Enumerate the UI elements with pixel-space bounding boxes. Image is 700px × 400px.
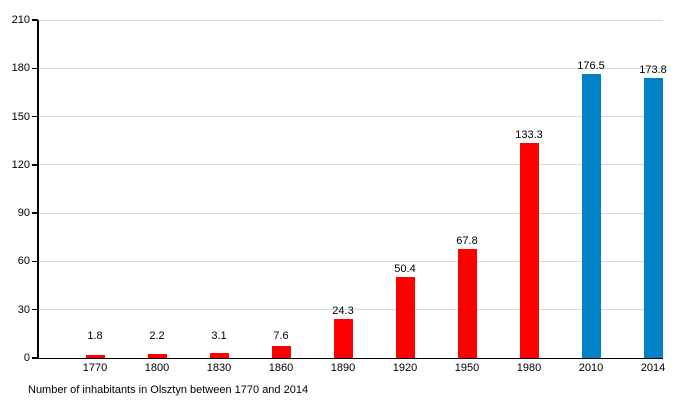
bar-value-label-1950: 67.8 xyxy=(456,234,478,247)
x-axis-label-1980: 1980 xyxy=(516,362,542,374)
gridline xyxy=(38,67,663,69)
y-axis-label: 150 xyxy=(11,110,30,123)
bar-1770 xyxy=(85,355,105,358)
x-axis-label-2014: 2014 xyxy=(640,362,666,374)
bar-value-label-2014: 173.8 xyxy=(639,64,667,77)
bar-1800 xyxy=(147,354,167,358)
bar-value-label-1980: 133.3 xyxy=(515,129,543,142)
y-axis-label: 180 xyxy=(11,62,30,75)
bar-value-label-1860: 7.6 xyxy=(273,330,289,342)
y-axis-label: 120 xyxy=(11,158,30,171)
bar-1860 xyxy=(271,345,291,358)
bar-value-label-1920: 50.4 xyxy=(394,262,416,275)
chart-caption: Number of inhabitants in Olsztyn between… xyxy=(28,384,309,396)
x-axis-label-2010: 2010 xyxy=(578,362,604,374)
y-axis-label: 0 xyxy=(23,352,30,364)
y-axis-tick xyxy=(32,357,38,359)
x-axis-label-1920: 1920 xyxy=(392,362,418,374)
x-axis-line xyxy=(33,357,663,359)
y-axis-label: 60 xyxy=(17,255,30,268)
bar-1950 xyxy=(457,248,477,358)
gridline xyxy=(38,309,663,311)
bar-value-label-1800: 2.2 xyxy=(149,330,165,342)
x-axis-label-1890: 1890 xyxy=(330,362,356,374)
bar-1920 xyxy=(395,276,415,358)
gridline xyxy=(38,19,663,21)
gridline xyxy=(38,212,663,214)
y-axis-tick xyxy=(32,19,38,21)
x-axis-label-1770: 1770 xyxy=(82,362,108,374)
bar-value-label-1830: 3.1 xyxy=(211,330,227,342)
x-axis-label-1800: 1800 xyxy=(144,362,170,374)
bar-value-label-1770: 1.8 xyxy=(87,330,103,342)
x-axis-label-1830: 1830 xyxy=(206,362,232,374)
y-axis-label: 210 xyxy=(11,14,30,26)
y-axis-label: 30 xyxy=(17,303,30,316)
y-axis-tick xyxy=(32,212,38,214)
bar-2010 xyxy=(581,73,601,358)
bar-1980 xyxy=(519,143,539,358)
plot-area: 1.8 2.2 3.1 7.6 24.3 50.4 67.8 133.3 176.5 173.8 xyxy=(38,20,667,358)
bar-2014 xyxy=(643,78,663,358)
bar-value-label-2010: 176.5 xyxy=(577,59,605,72)
y-axis-tick xyxy=(32,308,38,311)
y-axis-tick xyxy=(32,260,38,263)
bar-1890 xyxy=(333,318,353,358)
y-axis-line xyxy=(37,19,39,359)
y-axis-tick xyxy=(32,67,38,70)
y-axis-label: 90 xyxy=(17,207,30,220)
y-axis-tick xyxy=(32,115,38,118)
x-axis-label-1860: 1860 xyxy=(268,362,294,374)
x-axis-label-1950: 1950 xyxy=(454,362,480,374)
gridline xyxy=(38,164,663,166)
gridline xyxy=(38,260,663,262)
bar-1830 xyxy=(209,353,229,358)
bar-value-label-1890: 24.3 xyxy=(332,304,354,317)
gridline xyxy=(38,116,663,118)
y-axis-tick xyxy=(32,164,38,166)
